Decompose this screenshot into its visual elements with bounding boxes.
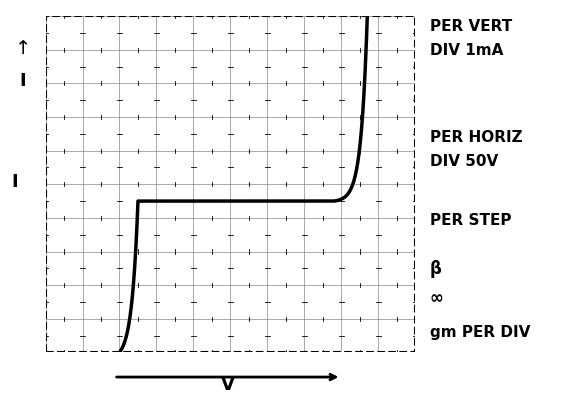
Text: ↑: ↑	[15, 39, 31, 58]
Text: PER HORIZ: PER HORIZ	[430, 130, 522, 145]
Text: DIV 50V: DIV 50V	[430, 154, 498, 170]
Text: V: V	[221, 376, 234, 394]
Text: I: I	[19, 72, 26, 90]
Text: I: I	[11, 173, 18, 191]
Text: ∞: ∞	[430, 289, 443, 307]
Text: DIV 1mA: DIV 1mA	[430, 43, 503, 58]
Text: PER VERT: PER VERT	[430, 19, 512, 34]
Text: PER STEP: PER STEP	[430, 213, 511, 228]
Text: β: β	[430, 260, 442, 278]
Text: gm PER DIV: gm PER DIV	[430, 324, 530, 340]
